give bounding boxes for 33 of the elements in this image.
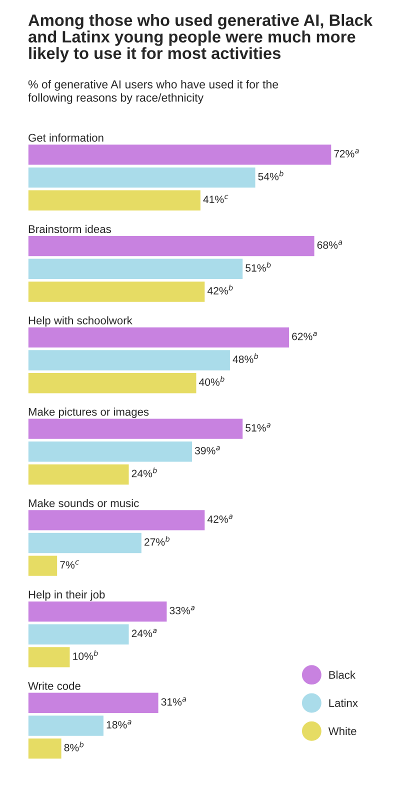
data-label: 8%$^{b}$: [64, 742, 84, 752]
data-label: 24%$^{a}$: [132, 628, 157, 638]
y-tick-label: Get information: [28, 134, 104, 142]
data-label: 24%$^{b}$: [132, 467, 157, 478]
data-label: 51%$^{b}$: [246, 262, 271, 272]
data-label: 72%$^{a}$: [334, 149, 359, 158]
data-label: 54%$^{b}$: [258, 170, 284, 180]
data-label: 62%$^{a}$: [292, 332, 317, 340]
data-label: 31%$^{a}$: [161, 697, 186, 706]
data-label: 68%$^{a}$: [317, 240, 342, 249]
data-label: 42%$^{a}$: [207, 514, 232, 523]
data-label: 41%$^{c}$: [203, 194, 228, 204]
data-label: 48%$^{b}$: [232, 353, 258, 364]
data-label: 33%$^{a}$: [170, 606, 195, 614]
y-tick-label: Help in their job: [28, 590, 105, 601]
data-label: 7%$^{c}$: [60, 560, 79, 569]
data-label: 39%$^{a}$: [194, 446, 220, 454]
legend-label: Latinx: [329, 698, 358, 707]
data-label: 27%$^{b}$: [144, 536, 170, 546]
y-tick-label: Make sounds or music: [28, 498, 139, 508]
data-label: 18%$^{a}$: [106, 720, 132, 729]
y-tick-label: Make pictures or images: [28, 408, 149, 418]
y-tick-label: Help with schoolwork: [28, 316, 132, 327]
legend-label: White: [328, 726, 356, 736]
data-label: 10%$^{b}$: [73, 650, 98, 660]
data-label: 51%$^{a}$: [246, 423, 270, 432]
y-tick-label: Write code: [28, 682, 80, 690]
data-label: 42%$^{b}$: [207, 284, 233, 294]
legend-label: Black: [329, 670, 356, 679]
chart-title: Among those who used generative AI, Black and Latinx young people were much more likely to use it for most activities: [28, 14, 373, 62]
chart-subtitle: % of generative AI users who have used it for the following reasons by race/ethnicity: [28, 80, 278, 104]
data-label: 40%$^{b}$: [199, 376, 224, 386]
y-tick-label: Brainstorm ideas: [28, 224, 111, 234]
